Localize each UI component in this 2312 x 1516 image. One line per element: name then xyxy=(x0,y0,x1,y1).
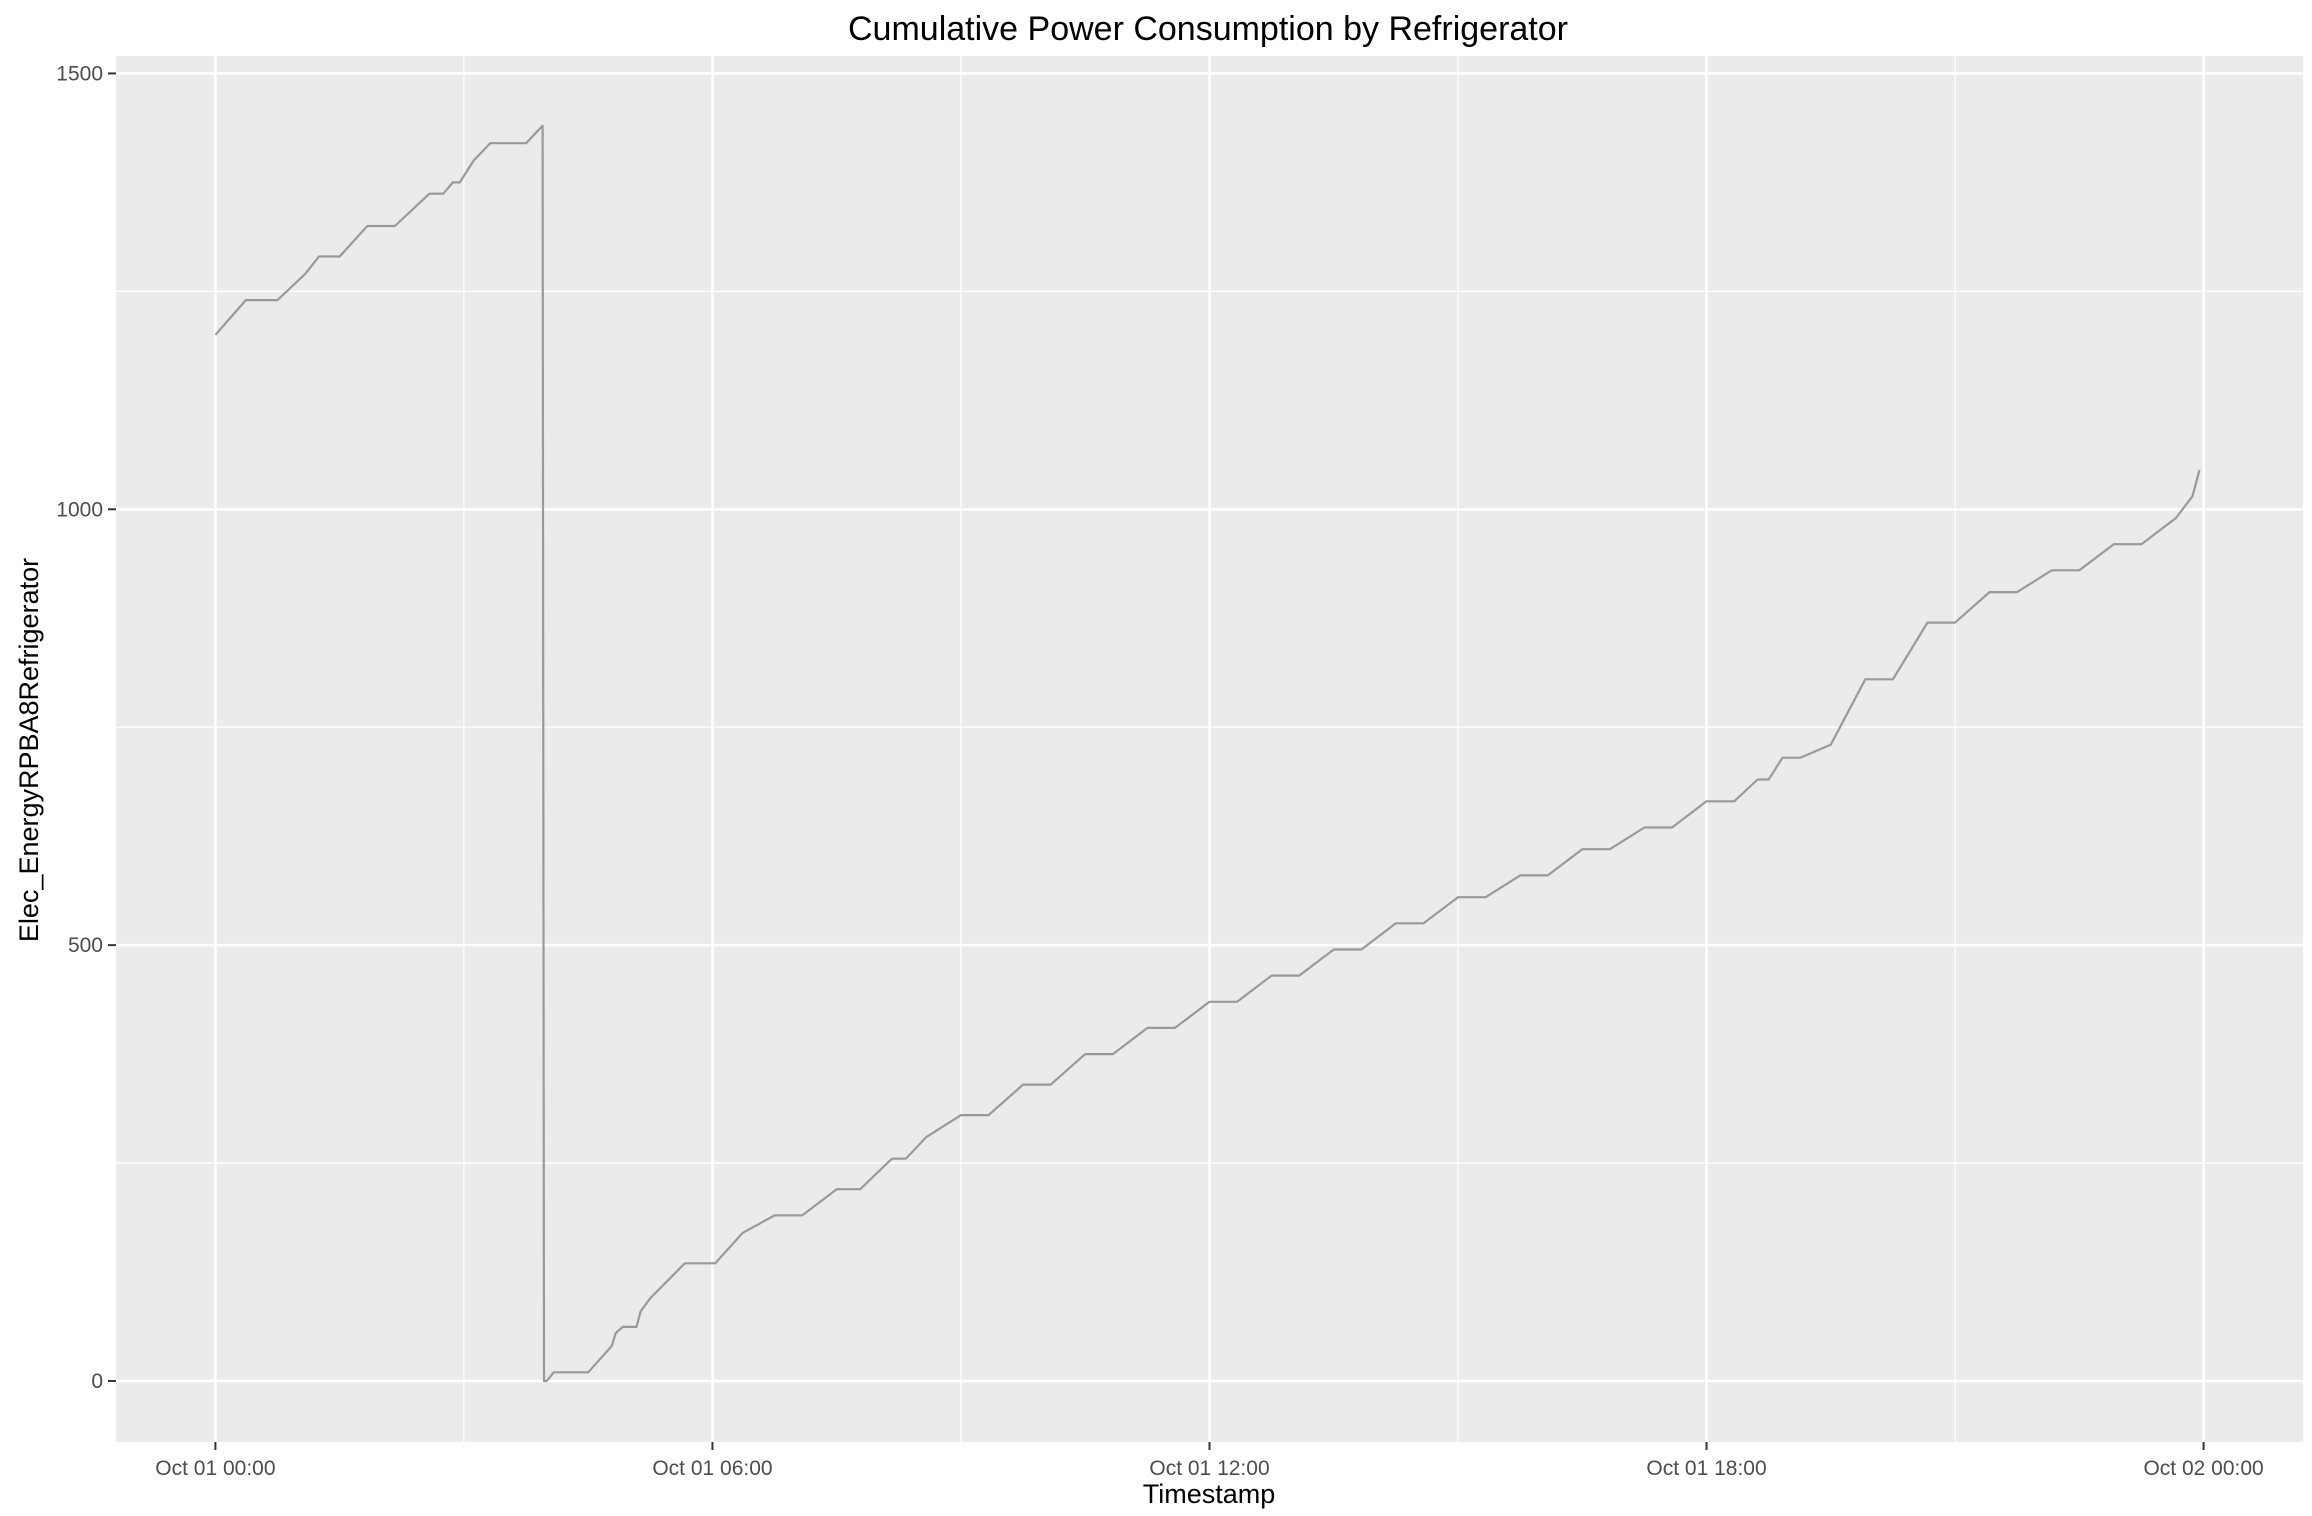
y-tick-label: 500 xyxy=(68,934,103,957)
x-axis-title: Timestamp xyxy=(1143,1479,1276,1509)
series-layer xyxy=(214,124,2201,1383)
chart-title: Cumulative Power Consumption by Refriger… xyxy=(848,10,1568,48)
x-tick-label: Oct 02 00:00 xyxy=(2143,1457,2263,1480)
axes: Oct 01 00:00 Oct 01 06:00 Oct 01 12:00 Oct … xyxy=(56,62,2263,1480)
x-tick-label: Oct 01 12:00 xyxy=(1149,1457,1269,1480)
x-tick-label: Oct 01 18:00 xyxy=(1646,1457,1766,1480)
major-gridlines xyxy=(116,56,2303,1442)
x-tick-label: Oct 01 00:00 xyxy=(155,1457,275,1480)
y-tick-label: 0 xyxy=(91,1370,103,1393)
y-tick-label: 1500 xyxy=(56,62,103,85)
series-line-0 xyxy=(214,124,2201,1383)
y-axis-title: Elec_EnergyRPBA8Refrigerator xyxy=(14,558,44,942)
y-tick-label: 1000 xyxy=(56,498,103,521)
x-tick-label: Oct 01 06:00 xyxy=(652,1457,772,1480)
